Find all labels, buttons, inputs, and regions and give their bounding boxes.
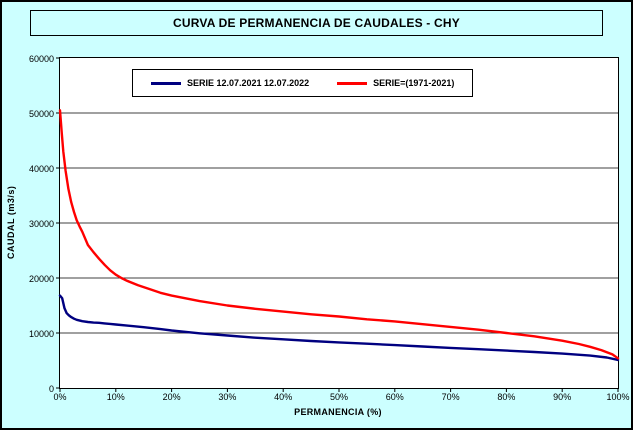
y-tick-label: 20000 xyxy=(28,274,54,284)
legend-line-swatch xyxy=(337,81,368,85)
legend: SERIE 12.07.2021 12.07.2022 SERIE=(1971-2… xyxy=(132,69,474,97)
y-tick-label: 10000 xyxy=(28,329,54,339)
plot-svg xyxy=(56,57,620,392)
legend-line-swatch xyxy=(151,81,181,85)
y-tick-label: 60000 xyxy=(28,54,54,64)
x-tick-label: 10% xyxy=(106,392,125,402)
x-tick-label: 90% xyxy=(553,392,572,402)
series-line-1971-2021 xyxy=(58,109,620,360)
y-tick-label: 0 xyxy=(48,384,54,394)
legend-label: SERIE 12.07.2021 12.07.2022 xyxy=(187,78,310,88)
x-tick-label: 20% xyxy=(162,392,181,402)
y-tick-label: 30000 xyxy=(28,219,54,229)
x-tick-label: 70% xyxy=(441,392,460,402)
y-tick-label: 50000 xyxy=(28,109,54,119)
series-line-2021-2022 xyxy=(58,294,620,362)
x-axis-title: PERMANENCIA (%) xyxy=(294,407,382,417)
x-tick-label: 40% xyxy=(274,392,293,402)
x-tick-label: 80% xyxy=(497,392,516,402)
title-box: CURVA DE PERMANENCIA DE CAUDALES - CHY xyxy=(30,10,603,36)
x-tick-label: 60% xyxy=(385,392,404,402)
chart-title: CURVA DE PERMANENCIA DE CAUDALES - CHY xyxy=(173,16,460,30)
legend-label: SERIE=(1971-2021) xyxy=(373,78,455,88)
x-tick-label: 100% xyxy=(606,392,630,402)
x-axis-labels: 0% 10% 20% 30% 40% 50% 60% 70% 80% 90% 100% xyxy=(53,392,629,404)
plot-area: SERIE 12.07.2021 12.07.2022 SERIE=(1971-2… xyxy=(56,57,620,392)
y-axis-labels: 0 10000 20000 30000 40000 50000 60000 xyxy=(2,54,54,394)
y-tick-label: 40000 xyxy=(28,164,54,174)
x-tick-label: 0% xyxy=(53,392,67,402)
x-tick-label: 50% xyxy=(329,392,349,402)
legend-item: SERIE 12.07.2021 12.07.2022 xyxy=(151,78,309,88)
legend-item: SERIE=(1971-2021) xyxy=(337,78,454,88)
x-tick-label: 30% xyxy=(218,392,237,402)
